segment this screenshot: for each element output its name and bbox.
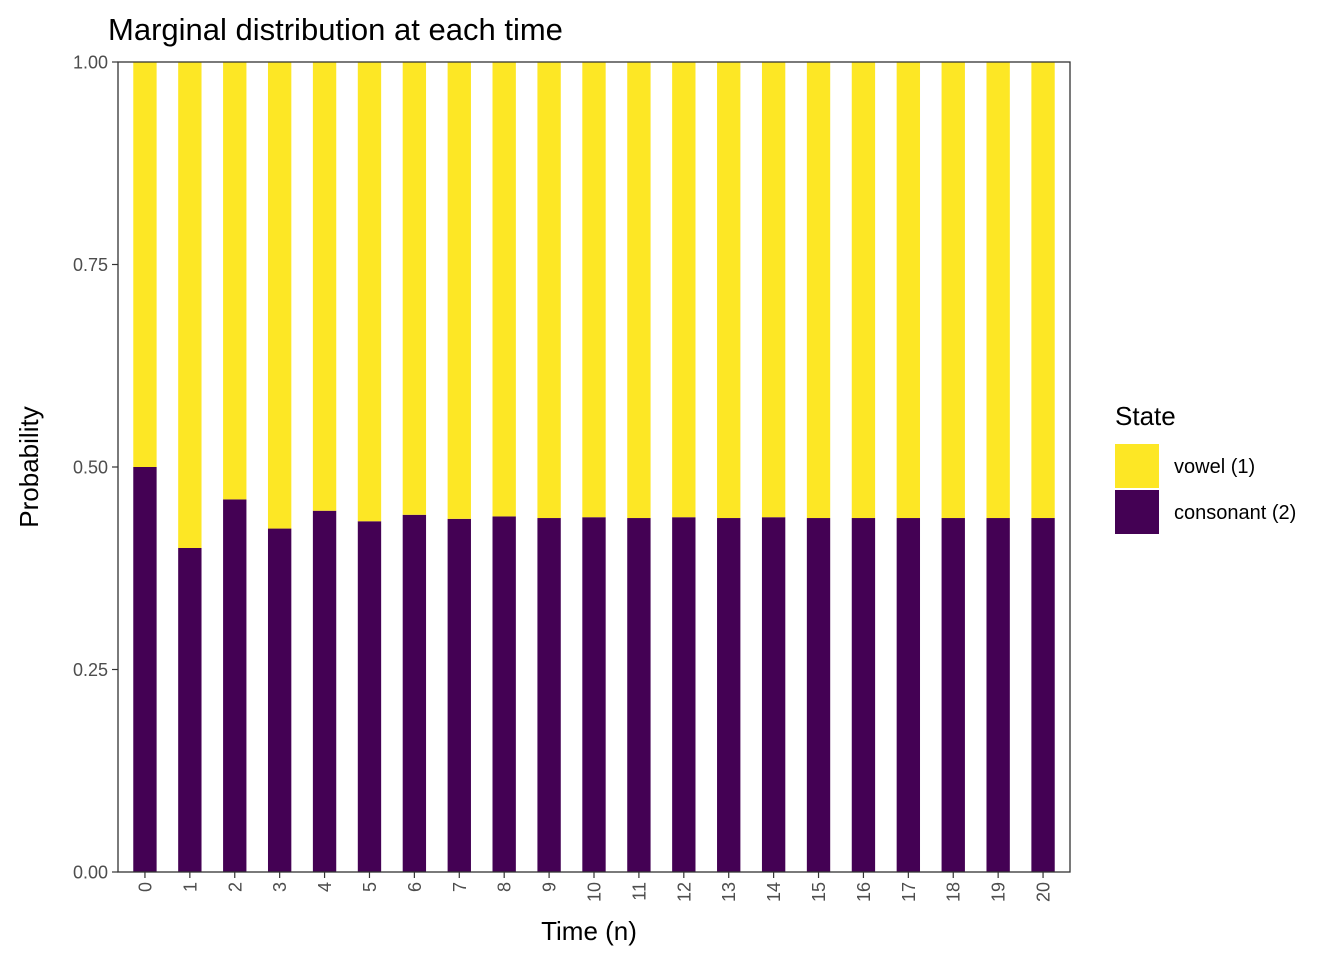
y-tick-label: 1.00 [73, 53, 108, 73]
x-tick-label: 6 [405, 882, 425, 892]
x-tick-label: 4 [315, 882, 335, 892]
x-tick-label: 10 [585, 882, 605, 902]
bar-consonant-2 [223, 499, 247, 872]
bar-vowel-10 [582, 62, 606, 518]
x-tick-label: 13 [719, 882, 739, 902]
x-axis: 0 1 2 3 4 5 6 7 8 9 10 11 12 13 14 15 16 17 18 19 20 [135, 872, 1054, 902]
bar-vowel-13 [717, 62, 741, 519]
bar-consonant-17 [896, 518, 921, 872]
y-tick-label: 0.50 [73, 458, 108, 478]
bar-consonant-0 [133, 467, 157, 872]
bar-vowel-16 [851, 62, 876, 519]
bar-consonant-14 [761, 517, 786, 872]
bar-vowel-6 [402, 62, 427, 515]
chart-title: Marginal distribution at each time [108, 12, 563, 47]
x-tick-label: 8 [495, 882, 515, 892]
legend-swatch-consonant [1115, 490, 1159, 534]
legend-label: vowel (1) [1174, 456, 1255, 478]
bar-vowel-15 [806, 62, 831, 519]
bar-vowel-11 [627, 62, 651, 519]
x-tick-label: 14 [764, 882, 784, 902]
x-tick-label: 12 [674, 882, 694, 902]
legend-swatch-vowel [1115, 444, 1159, 488]
bar-vowel-18 [941, 62, 965, 519]
bar-vowel-17 [896, 62, 921, 519]
bar-consonant-19 [986, 518, 1010, 872]
bar-vowel-9 [537, 62, 561, 519]
bar-consonant-3 [267, 528, 292, 872]
bar-vowel-14 [761, 62, 786, 518]
bar-consonant-4 [312, 510, 337, 872]
bar-vowel-20 [1031, 62, 1055, 519]
x-tick-label: 0 [135, 882, 155, 892]
x-tick-label: 17 [899, 882, 919, 902]
bar-vowel-19 [986, 62, 1010, 519]
bar-vowel-8 [492, 62, 516, 517]
bar-consonant-20 [1031, 518, 1055, 872]
legend-label: consonant (2) [1174, 502, 1296, 524]
bar-vowel-4 [312, 62, 337, 511]
bar-consonant-9 [537, 518, 561, 872]
x-axis-title: Time (n) [541, 916, 637, 946]
bar-consonant-7 [447, 518, 471, 872]
bar-vowel-0 [133, 62, 157, 467]
legend-title: State [1115, 401, 1176, 431]
bar-consonant-8 [492, 516, 516, 872]
x-tick-label: 19 [989, 882, 1009, 902]
bar-vowel-3 [267, 62, 292, 529]
bar-consonant-13 [717, 518, 741, 872]
y-axis-title: Probability [14, 406, 44, 527]
x-tick-label: 11 [629, 882, 649, 901]
bar-vowel-1 [178, 62, 202, 548]
x-tick-label: 7 [450, 882, 470, 892]
x-tick-label: 3 [270, 882, 290, 892]
legend: State vowel (1) consonant (2) [1115, 401, 1296, 534]
bar-consonant-12 [672, 517, 696, 872]
bars-layer [133, 62, 1055, 872]
x-tick-label: 1 [180, 882, 200, 892]
bar-consonant-5 [357, 521, 382, 872]
x-tick-label: 9 [540, 882, 560, 892]
y-tick-label: 0.25 [73, 660, 108, 680]
bar-vowel-2 [223, 62, 247, 500]
x-tick-label: 20 [1034, 882, 1054, 902]
y-tick-label: 0.00 [73, 863, 108, 883]
y-tick-label: 0.75 [73, 255, 108, 275]
bar-consonant-18 [941, 518, 965, 872]
bar-vowel-5 [357, 62, 382, 522]
bar-consonant-11 [627, 518, 651, 872]
bar-vowel-7 [447, 62, 471, 519]
x-tick-label: 2 [225, 882, 245, 892]
x-tick-label: 18 [944, 882, 964, 902]
x-tick-label: 15 [809, 882, 829, 902]
x-tick-label: 5 [360, 882, 380, 892]
bar-consonant-10 [582, 517, 606, 872]
bar-consonant-1 [178, 548, 202, 872]
bar-consonant-15 [806, 518, 831, 872]
bar-consonant-6 [402, 514, 427, 872]
bar-consonant-16 [851, 518, 876, 872]
y-axis: 0.00 0.25 0.50 0.75 1.00 [73, 53, 118, 883]
x-tick-label: 16 [854, 882, 874, 902]
bar-vowel-12 [672, 62, 696, 518]
